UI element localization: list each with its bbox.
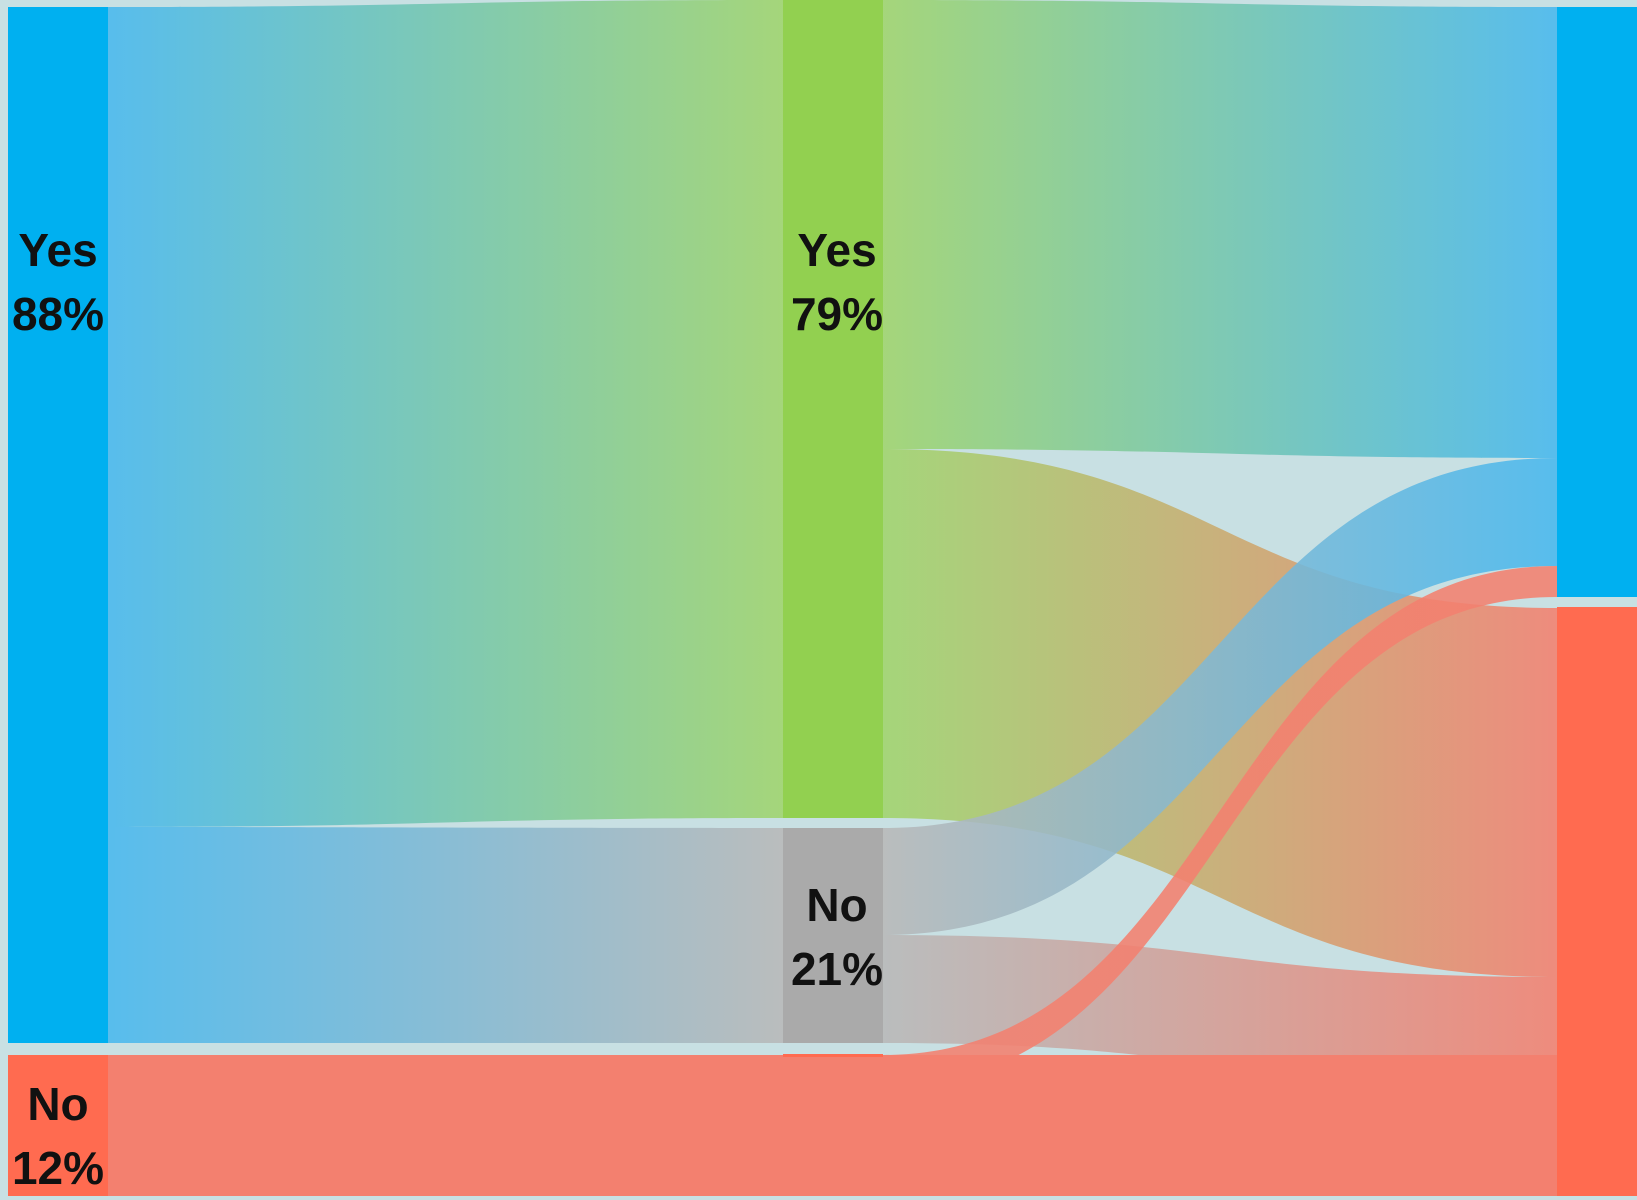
flow-s1-yes-to-s2-yes (108, 0, 783, 827)
stage1-yes-label: Yes 88% (8, 218, 108, 346)
stage1-no-text: No (27, 1078, 89, 1130)
stage1-no-pct: 12% (11, 1142, 105, 1194)
stage2-yes-pct: 79% (790, 288, 884, 340)
flow-s2-no-to-s3-top (883, 458, 1557, 935)
flow-s1-yes-to-s2-no (108, 827, 783, 1043)
stage2-no-pct: 21% (790, 943, 884, 995)
node-s2-yes (783, 0, 883, 818)
stage2-no-text: No (806, 879, 868, 931)
flow-s2-yes-to-s3-top (883, 0, 1557, 458)
node-s3-top (1557, 7, 1637, 597)
stage2-no-label: No 21% (787, 873, 887, 1001)
node-s3-bottom (1557, 607, 1637, 1196)
flow-s1-no-straight-band (108, 1055, 1557, 1196)
node-s1-no (8, 1055, 108, 1196)
flow-s2-no-to-s3-bottom (883, 935, 1557, 1087)
flow-s2-no-to-s3-top (883, 566, 1557, 1087)
node-s1-yes (8, 7, 108, 1043)
nodes-layer (8, 0, 1637, 1196)
flows-layer (108, 0, 1557, 1196)
node-s2-no (783, 828, 883, 1043)
stage1-yes-text: Yes (18, 224, 98, 276)
stage1-yes-pct: 88% (11, 288, 105, 340)
stage2-yes-label: Yes 79% (787, 218, 887, 346)
stage2-yes-text: Yes (797, 224, 877, 276)
node-s2-red-sliver (783, 1054, 883, 1057)
stage1-no-label: No 12% (8, 1072, 108, 1200)
